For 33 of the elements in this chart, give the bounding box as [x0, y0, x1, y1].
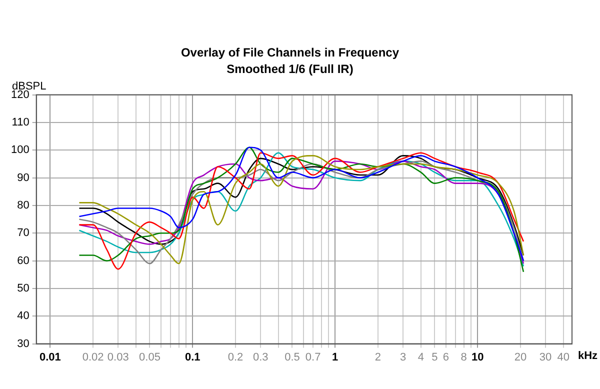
- x-tick-label: 10: [471, 351, 484, 364]
- chart-subtitle: Smoothed 1/6 (Full IR): [226, 62, 354, 76]
- y-tick-label: 30: [17, 338, 30, 350]
- x-tick-label: 30: [539, 351, 552, 364]
- x-tick-label: 0.2: [228, 351, 244, 364]
- x-tick-label: 20: [514, 351, 527, 364]
- y-tick-label: 50: [17, 282, 30, 294]
- x-tick-label: 1: [332, 351, 338, 364]
- x-axis-title: kHz: [578, 350, 598, 362]
- y-tick-label: 70: [17, 227, 30, 240]
- y-tick-label: 120: [10, 88, 30, 101]
- x-tick-label: 6: [442, 351, 450, 364]
- y-tick-label: 60: [17, 254, 30, 267]
- x-tick-label: 0.01: [39, 351, 61, 364]
- x-tick-label: 0.1: [184, 351, 200, 364]
- y-tick-label: 100: [10, 144, 30, 156]
- x-tick-label: 0.5: [284, 351, 300, 364]
- x-tick-label: 3: [400, 351, 406, 364]
- y-tick-label: 40: [17, 310, 30, 322]
- y-tick-label: 80: [17, 200, 30, 212]
- x-tick-label: 0.05: [139, 351, 160, 364]
- x-tick-label: 2: [374, 351, 382, 364]
- x-tick-label: 8: [460, 351, 467, 364]
- x-tick-label: 0.3: [252, 351, 268, 364]
- x-tick-label: 5: [432, 351, 438, 364]
- x-tick-label: 40: [557, 351, 570, 364]
- x-tick-label: 0.02: [82, 351, 104, 364]
- x-tick-label: 0.03: [107, 351, 129, 364]
- x-tick-label: 4: [418, 351, 424, 364]
- y-tick-label: 90: [17, 172, 30, 184]
- chart-title: Overlay of File Channels in Frequency: [180, 46, 400, 60]
- x-tick-label: 0.7: [305, 351, 321, 364]
- y-tick-label: 110: [12, 116, 30, 128]
